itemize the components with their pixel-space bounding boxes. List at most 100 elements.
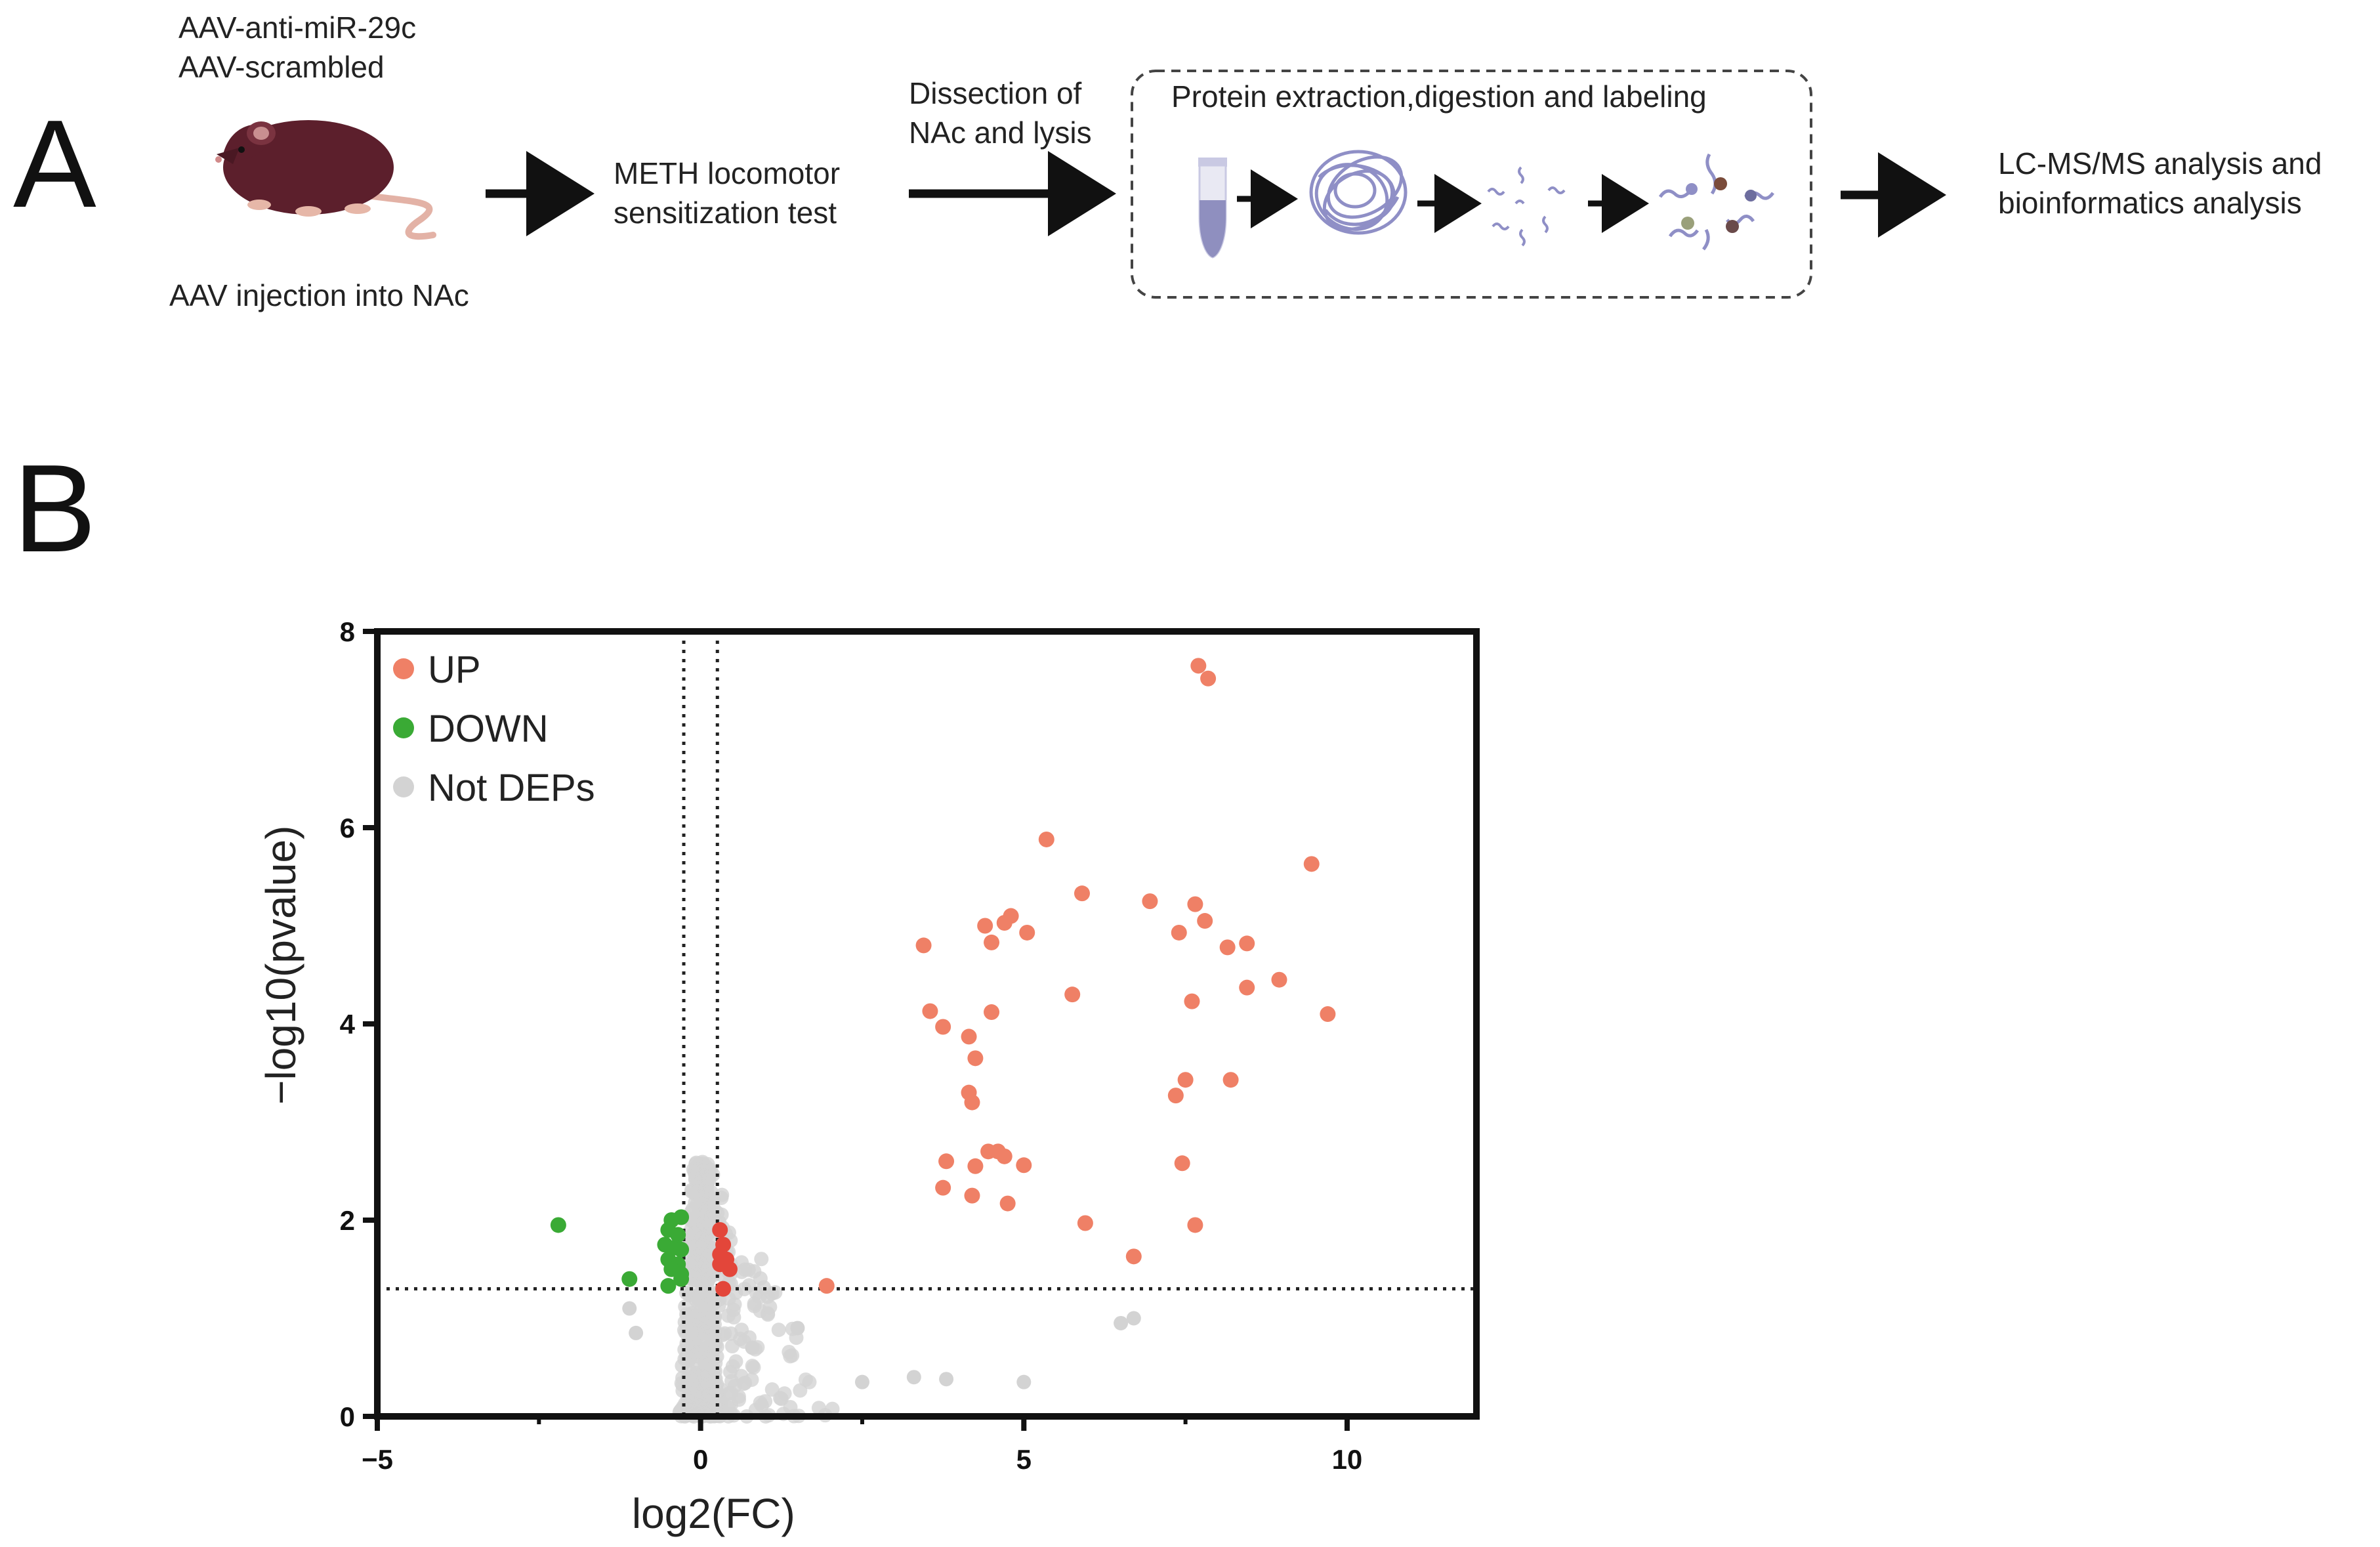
up-point xyxy=(1038,831,1054,847)
not-dep-point xyxy=(689,1397,704,1412)
not-dep-point xyxy=(745,1340,760,1355)
down-point xyxy=(550,1217,566,1233)
up-point xyxy=(1219,939,1236,956)
up-point xyxy=(1184,993,1200,1009)
legend-down-label: DOWN xyxy=(428,708,549,750)
up-point xyxy=(938,1153,955,1170)
legend: UP DOWN Not DEPs xyxy=(393,648,595,809)
up-point xyxy=(1222,1072,1239,1088)
up-point xyxy=(1303,856,1320,872)
up-point xyxy=(1016,1157,1032,1174)
up-point xyxy=(964,1094,980,1111)
up-point xyxy=(984,934,1000,950)
up-point xyxy=(967,1050,984,1067)
not-dep-point xyxy=(802,1374,817,1389)
not-dep-point xyxy=(747,1296,762,1311)
up-point xyxy=(1064,986,1081,1003)
down-point xyxy=(673,1241,690,1258)
not-dep-point xyxy=(695,1188,710,1203)
not-dep-point xyxy=(1016,1374,1032,1389)
up-point xyxy=(818,1278,835,1294)
up-point xyxy=(1197,913,1213,929)
not-dep-point xyxy=(711,1298,726,1313)
up-point xyxy=(715,1281,732,1297)
not-dep-point xyxy=(744,1372,759,1388)
treatment-label-2: AAV-scrambled xyxy=(178,50,385,84)
up-point xyxy=(935,1019,951,1035)
panel-a: A AAV-anti-miR-29c AAV-scrambled AAV inj… xyxy=(13,11,2322,312)
step5-line1: LC-MS/MS analysis and xyxy=(1998,146,2322,180)
protein-tangle-icon xyxy=(1309,150,1408,235)
legend-up-label: UP xyxy=(428,648,481,691)
step2-line1: METH locomotor xyxy=(614,156,840,190)
not-dep-point xyxy=(707,1202,722,1218)
up-point xyxy=(1200,670,1217,687)
not-dep-point xyxy=(790,1321,805,1336)
step5-line2: bioinformatics analysis xyxy=(1998,186,2302,220)
not-dep-point xyxy=(703,1288,719,1303)
not-dep-point xyxy=(724,1397,739,1412)
not-dep-point xyxy=(688,1292,703,1307)
up-point xyxy=(996,915,1013,931)
not-dep-point xyxy=(854,1374,869,1389)
not-dep-point xyxy=(708,1337,723,1352)
mouse-icon xyxy=(215,120,436,240)
down-point xyxy=(670,1227,686,1243)
not-dep-point xyxy=(728,1354,743,1369)
legend-up-marker xyxy=(393,658,414,679)
not-dep-point xyxy=(699,1315,715,1330)
not-dep-point xyxy=(726,1310,741,1325)
down-point xyxy=(621,1271,638,1287)
step3-line2: NAc and lysis xyxy=(909,116,1092,150)
y-tick-label: 4 xyxy=(340,1009,356,1040)
not-dep-point xyxy=(622,1301,637,1316)
up-point xyxy=(719,1251,735,1267)
up-point xyxy=(977,918,993,934)
not-dep-point xyxy=(764,1286,780,1301)
y-tick-label: 2 xyxy=(340,1205,355,1236)
data-points xyxy=(550,658,1336,1297)
down-point xyxy=(660,1278,677,1294)
up-point xyxy=(967,1158,984,1174)
panel-letter-b: B xyxy=(13,439,96,578)
tube-icon xyxy=(1198,158,1227,259)
not-dep-point xyxy=(737,1281,752,1296)
not-dep-point xyxy=(691,1162,706,1177)
not-dep-point xyxy=(701,1388,716,1403)
not-dep-point xyxy=(699,1374,714,1389)
up-point xyxy=(1074,885,1090,902)
up-point xyxy=(1167,1088,1184,1104)
not-dep-point xyxy=(749,1285,764,1300)
not-dep-point xyxy=(701,1357,717,1372)
not-dep-point xyxy=(906,1370,921,1385)
x-axis-title: log2(FC) xyxy=(632,1490,795,1537)
not-dep-point xyxy=(783,1349,798,1364)
legend-down-marker xyxy=(393,717,414,738)
x-tick-label: 10 xyxy=(1332,1444,1363,1475)
not-dep-point xyxy=(1126,1311,1141,1326)
y-tick-label: 8 xyxy=(340,616,355,647)
up-point xyxy=(1190,658,1207,674)
up-point xyxy=(922,1003,938,1019)
up-point xyxy=(915,937,932,954)
up-point xyxy=(1187,896,1203,912)
up-point xyxy=(1320,1006,1336,1023)
step3-line1: Dissection of xyxy=(909,76,1082,110)
up-point xyxy=(1142,893,1158,910)
up-point xyxy=(1171,924,1187,941)
y-tick-label: 6 xyxy=(340,813,355,843)
not-dep-point xyxy=(680,1370,696,1385)
not-dep-point xyxy=(825,1401,840,1416)
not-dep-point xyxy=(746,1360,761,1375)
legend-not-deps-label: Not DEPs xyxy=(428,767,595,809)
y-tick-label: 0 xyxy=(340,1401,355,1432)
not-dep-point xyxy=(699,1248,715,1263)
not-dep-point xyxy=(701,1271,716,1286)
y-axis-title: −log10(pvalue) xyxy=(257,826,304,1105)
up-point xyxy=(1271,971,1287,988)
not-dep-point xyxy=(701,1162,716,1177)
up-point xyxy=(1174,1155,1190,1172)
up-point xyxy=(1077,1215,1093,1231)
